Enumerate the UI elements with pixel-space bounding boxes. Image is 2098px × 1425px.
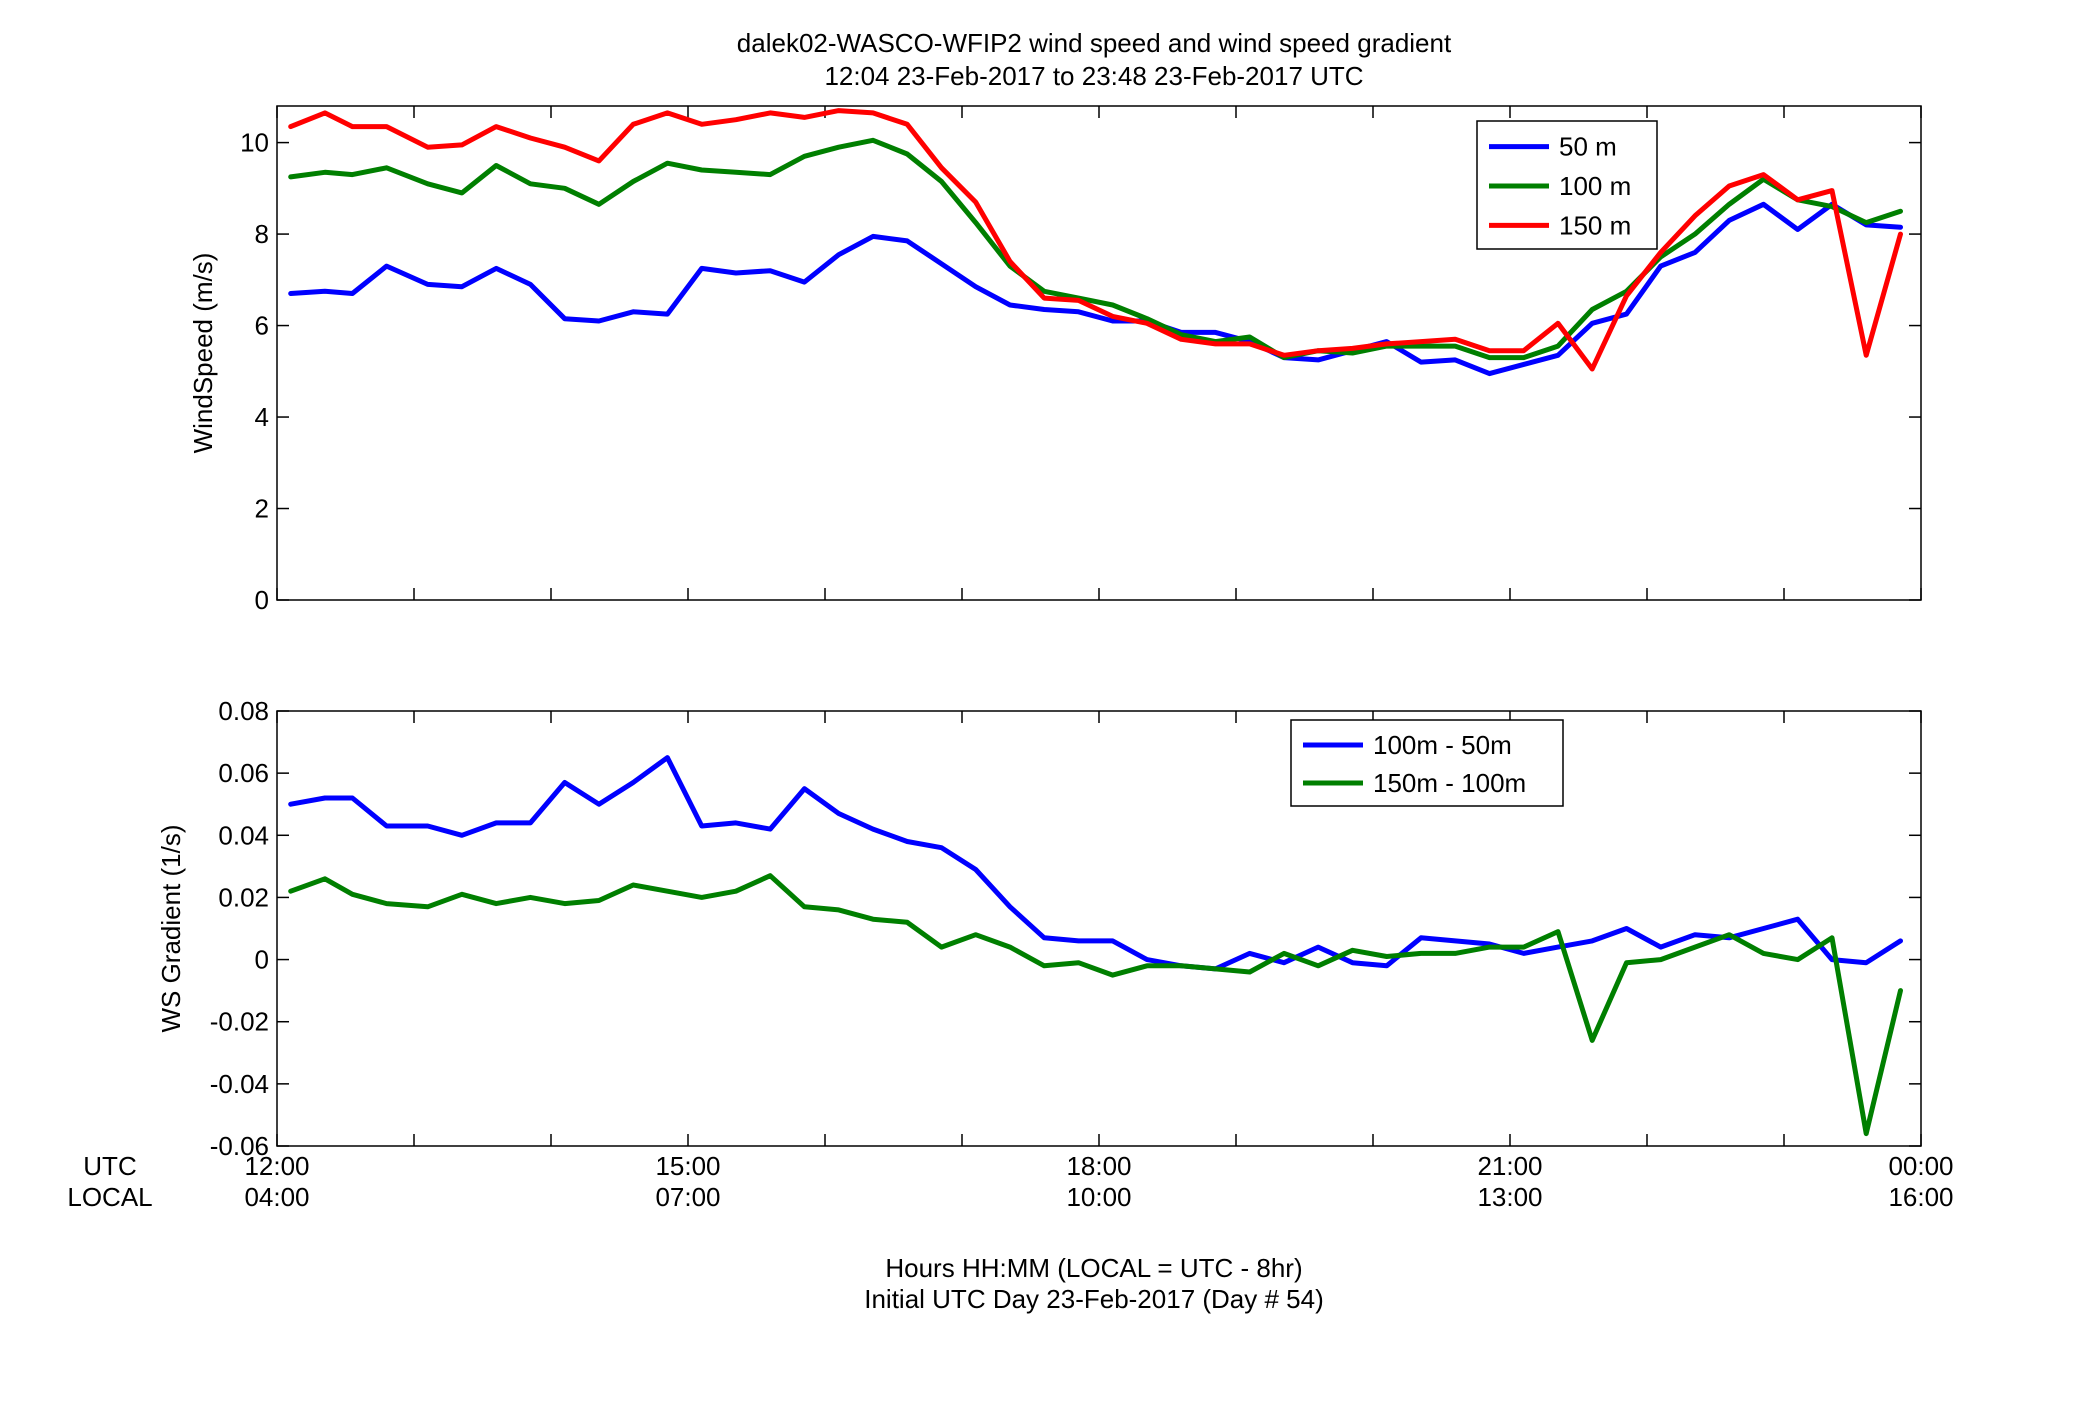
- utc-tick-label: 15:00: [655, 1151, 720, 1181]
- x-axis-label-line2: Initial UTC Day 23-Feb-2017 (Day # 54): [864, 1284, 1324, 1314]
- local-tick-label: 16:00: [1888, 1182, 1953, 1212]
- y-tick-label: 0.04: [218, 820, 269, 850]
- figure-title-line1: dalek02-WASCO-WFIP2 wind speed and wind …: [737, 28, 1452, 58]
- legend-label: 150m - 100m: [1373, 768, 1526, 798]
- utc-tick-label: 12:00: [244, 1151, 309, 1181]
- utc-tick-label: 18:00: [1066, 1151, 1131, 1181]
- y-tick-label: 0: [255, 945, 269, 975]
- local-tick-label: 10:00: [1066, 1182, 1131, 1212]
- legend-label: 100m - 50m: [1373, 730, 1512, 760]
- series-line-50m: [288, 201, 1903, 377]
- utc-row-label: UTC: [83, 1151, 136, 1181]
- figure-title-line2: 12:04 23-Feb-2017 to 23:48 23-Feb-2017 U…: [824, 61, 1363, 91]
- local-tick-label: 04:00: [244, 1182, 309, 1212]
- series-line-150m-100m: [288, 873, 1903, 1137]
- y-tick-label: 8: [255, 219, 269, 249]
- ws-gradient-plot: -0.06 -0.04 -0.02 0 0.02 0.04 0.06 0.08 WS Gradi…: [156, 696, 1922, 1161]
- legend-box: [1290, 719, 1564, 807]
- y-axis-label: WS Gradient (1/s): [156, 824, 186, 1032]
- local-tick-label: 07:00: [655, 1182, 720, 1212]
- series-line-150m: [288, 108, 1903, 372]
- local-row-label: LOCAL: [67, 1182, 152, 1212]
- y-tick-label: 10: [240, 128, 269, 158]
- y-tick-label: 4: [255, 402, 269, 432]
- legend-label: 100 m: [1559, 171, 1631, 201]
- y-tick-label: 0.02: [218, 882, 269, 912]
- y-axis-label: WindSpeed (m/s): [188, 253, 218, 454]
- y-tick-label: -0.06: [210, 1131, 269, 1161]
- y-tick-label: 0: [255, 585, 269, 615]
- plot-frame: [276, 710, 1922, 1147]
- y-tick-label: 0.08: [218, 696, 269, 726]
- y-tick-label: -0.04: [210, 1069, 269, 1099]
- series-line-100m: [288, 137, 1903, 361]
- x-axis-label-line1: Hours HH:MM (LOCAL = UTC - 8hr): [885, 1253, 1302, 1283]
- utc-tick-label: 21:00: [1477, 1151, 1542, 1181]
- local-tick-label: 13:00: [1477, 1182, 1542, 1212]
- utc-tick-label: 00:00: [1888, 1151, 1953, 1181]
- series-line-100m-50m: [288, 755, 1903, 972]
- y-tick-label: 2: [255, 494, 269, 524]
- y-tick-label: -0.02: [210, 1007, 269, 1037]
- windspeed-plot: 0 2 4 6 8 10 WindSpeed (m/s) 50 m 100 m 150 m: [188, 105, 1922, 615]
- legend-label: 150 m: [1559, 210, 1631, 240]
- y-tick-label: 6: [255, 311, 269, 341]
- legend-label: 50 m: [1559, 132, 1617, 162]
- y-tick-label: 0.06: [218, 758, 269, 788]
